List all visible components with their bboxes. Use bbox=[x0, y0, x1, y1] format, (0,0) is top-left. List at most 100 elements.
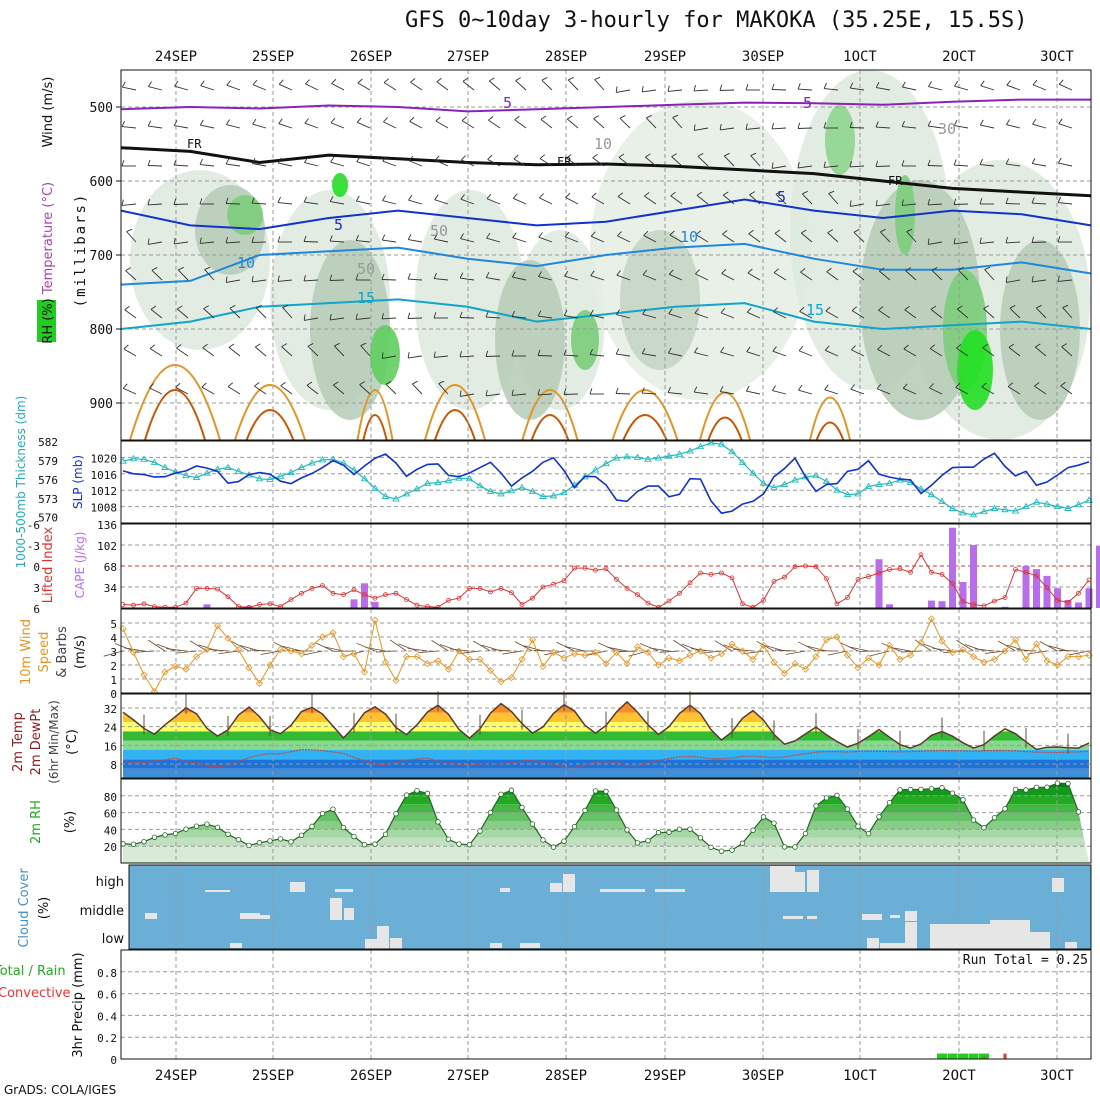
thickness-point bbox=[801, 473, 810, 480]
thickness-point bbox=[455, 474, 463, 481]
lifted-index-point bbox=[635, 592, 640, 598]
cloud-block bbox=[990, 920, 1030, 949]
wind10-speed-point bbox=[329, 629, 337, 637]
cloud-level-high-label: high bbox=[96, 875, 124, 890]
upper-wind-barb bbox=[642, 89, 657, 93]
thickness-ylabel-group: 1000-500mb Thickness (dm) bbox=[14, 396, 28, 569]
bottom-day-2oct-label: 2OCT bbox=[942, 1068, 976, 1084]
upper-wind-barb bbox=[1006, 279, 1021, 283]
wind10-barb bbox=[376, 650, 397, 653]
upper-wind-barb bbox=[563, 310, 568, 316]
cape-bar bbox=[1001, 606, 1009, 608]
upper-wind-barb bbox=[355, 274, 359, 281]
upper-wind-barb bbox=[902, 203, 917, 206]
upper-wind-barb bbox=[1006, 80, 1011, 86]
upper-wind-barb bbox=[382, 195, 386, 201]
upper-wind-barb bbox=[304, 122, 319, 129]
rh2m-point bbox=[939, 785, 945, 791]
thickness-point bbox=[591, 466, 600, 473]
upper-wind-barb bbox=[278, 79, 284, 85]
upper-wind-barb bbox=[304, 118, 309, 124]
lifted-index-point bbox=[603, 566, 609, 572]
cloud-block bbox=[344, 908, 354, 920]
upper-wind-barb bbox=[177, 305, 183, 310]
upper-wind-barb bbox=[566, 118, 579, 129]
upper-wind-barb bbox=[646, 114, 652, 119]
cape-bar bbox=[361, 583, 368, 608]
upper-wind-barb bbox=[824, 345, 830, 351]
thickness-point bbox=[486, 487, 495, 494]
rh-band bbox=[123, 829, 1089, 838]
bottom-day-1oct-label: 1OCT bbox=[843, 1068, 877, 1084]
wind10-barb bbox=[1039, 641, 1058, 652]
upper-wind-barb bbox=[928, 81, 932, 87]
upper-wind-barb bbox=[1058, 123, 1073, 129]
wind10-speed-point bbox=[129, 648, 138, 656]
upper-wind-barb bbox=[382, 239, 397, 243]
rh2m-point bbox=[498, 791, 504, 797]
isotherm-line-3 bbox=[120, 242, 1092, 286]
upper-wind-barb bbox=[226, 241, 241, 244]
cloud-block bbox=[905, 911, 917, 921]
rh2m-point bbox=[445, 836, 452, 843]
upper-wind-barb bbox=[617, 231, 622, 237]
upper-wind-barb bbox=[799, 306, 805, 312]
lifted-index-point bbox=[698, 570, 703, 576]
upper-wind-barb bbox=[955, 382, 961, 388]
upper-wind-barb bbox=[670, 195, 683, 205]
thickness-point bbox=[318, 456, 327, 463]
wind10-speed-point bbox=[1074, 653, 1083, 661]
upper-wind-barb bbox=[879, 267, 885, 272]
rh2m-point bbox=[277, 836, 284, 842]
rh2m-point bbox=[267, 838, 273, 844]
upper-wind-barb bbox=[589, 348, 593, 355]
upper-wind-barb bbox=[204, 269, 215, 281]
upper-wind-barb bbox=[927, 120, 932, 127]
wind10-barb bbox=[1069, 650, 1090, 656]
upper-wind-barb bbox=[462, 81, 475, 91]
upper-wind-barb bbox=[175, 382, 181, 388]
upper-wind-barb bbox=[566, 157, 579, 167]
upper-wind-barb bbox=[1006, 163, 1021, 167]
upper-wind-barb bbox=[746, 127, 761, 130]
wind10-speed-point bbox=[906, 651, 915, 659]
upper-wind-barb bbox=[1060, 385, 1073, 395]
top-day-29sep-label: 29SEP bbox=[644, 49, 686, 65]
upper-wind-barb bbox=[228, 347, 241, 357]
wind10-barb bbox=[1058, 649, 1079, 652]
precip-convective-label: Convective bbox=[0, 986, 71, 1001]
wind10-speed-point bbox=[350, 650, 358, 658]
upper-wind-barb bbox=[694, 89, 709, 92]
rh2m-point bbox=[456, 841, 462, 847]
thickness-point bbox=[675, 450, 684, 457]
upper-wind-barb bbox=[953, 120, 958, 126]
upper-wind-barb bbox=[905, 267, 912, 272]
upper-wind-barb bbox=[825, 310, 839, 319]
upper-wind-barb bbox=[566, 154, 572, 159]
upper-wind-barb bbox=[720, 351, 735, 357]
cloud-block bbox=[905, 922, 917, 949]
wind10-tick-label: 1 bbox=[110, 674, 117, 687]
wind10-speed-point bbox=[171, 662, 180, 670]
upper-wind-barb bbox=[668, 352, 683, 357]
upper-wind-barb bbox=[984, 269, 995, 281]
cloud-block bbox=[795, 872, 805, 892]
rh2m-point bbox=[781, 844, 788, 850]
wind10-barb bbox=[681, 643, 701, 652]
wind10-speed-point bbox=[738, 647, 747, 655]
upper-wind-barb bbox=[927, 238, 930, 245]
wind10-barb bbox=[659, 650, 680, 653]
lifted-index-point bbox=[1044, 585, 1050, 591]
thickness-point bbox=[528, 487, 537, 494]
lifted-index-point bbox=[666, 598, 672, 604]
cloud-block bbox=[880, 943, 905, 949]
upper-wind-barb bbox=[564, 270, 569, 277]
thickness-point bbox=[759, 479, 768, 486]
thickness-point bbox=[948, 504, 957, 511]
top-day-24sep-label: 24SEP bbox=[155, 49, 197, 65]
cape-bar bbox=[1064, 599, 1072, 608]
upper-wind-barb bbox=[643, 235, 657, 243]
isotherm-line-0 bbox=[120, 98, 1091, 113]
rh2m-point bbox=[550, 844, 557, 850]
upper-wind-barb bbox=[903, 344, 909, 350]
